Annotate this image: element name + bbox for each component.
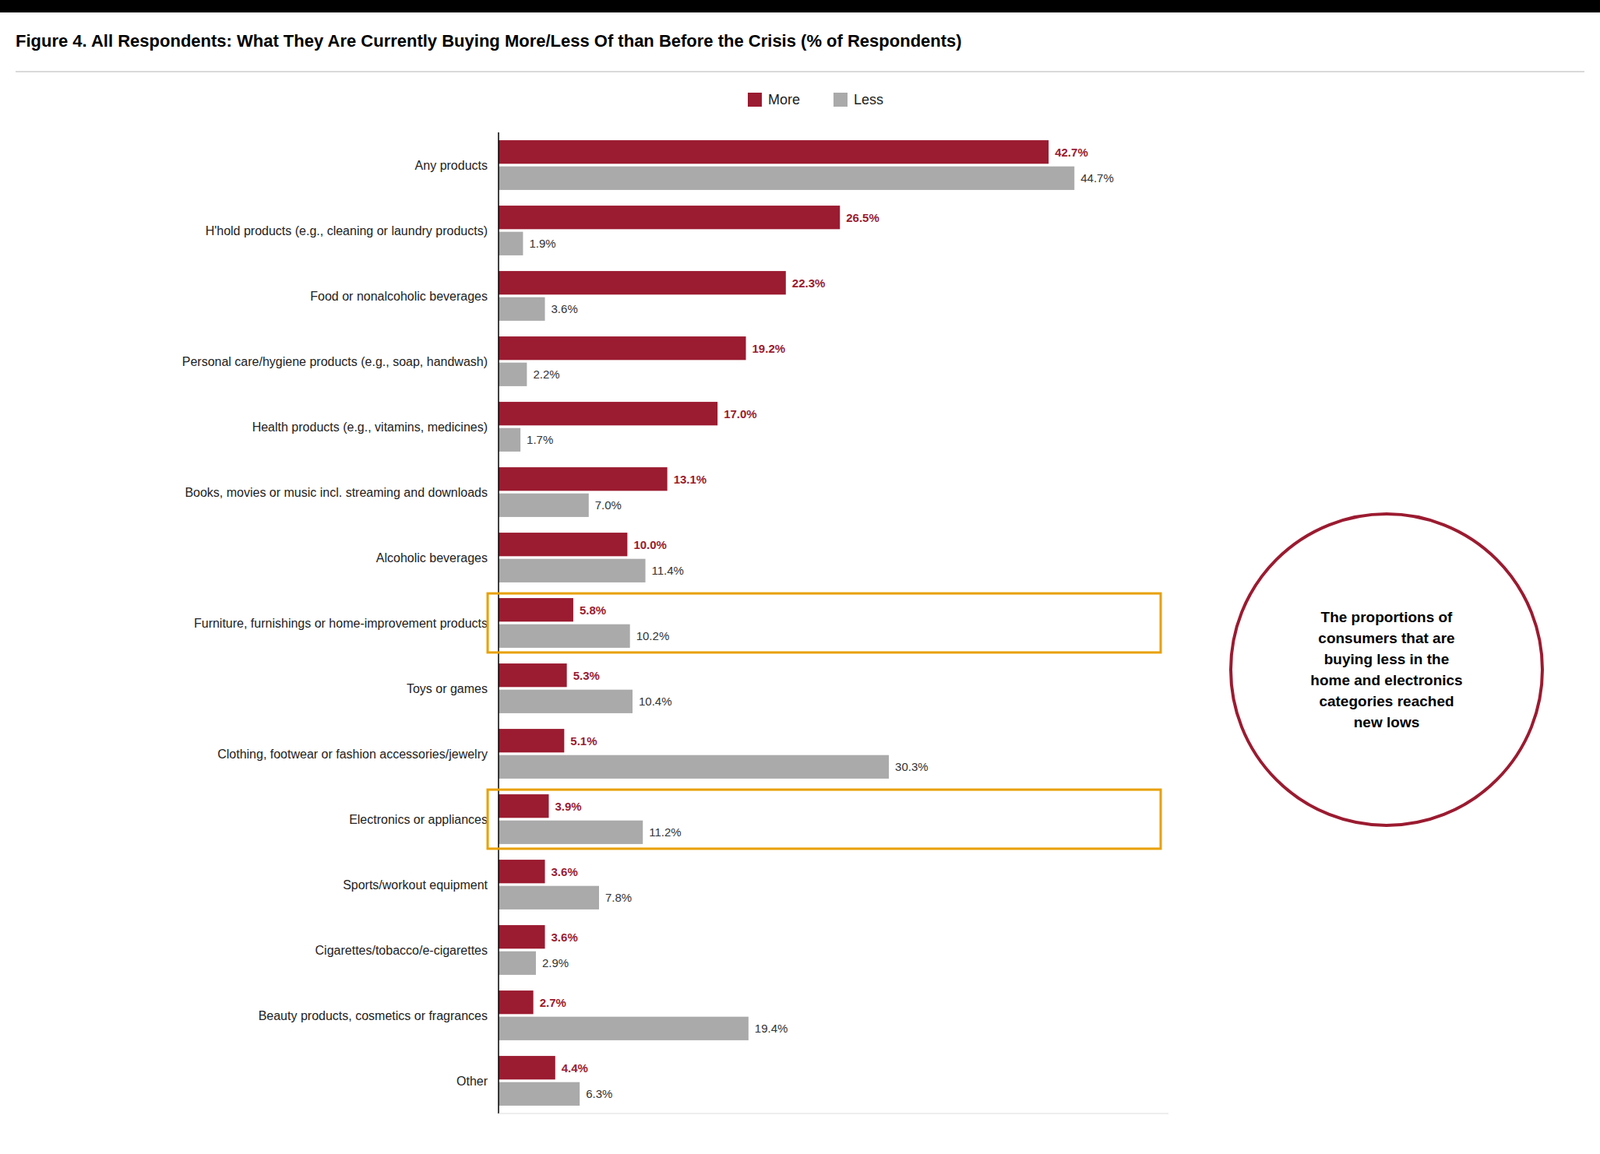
bar <box>498 559 646 583</box>
bar <box>498 794 550 818</box>
legend: More Less <box>747 91 884 108</box>
category-label: Personal care/hygiene products (e.g., so… <box>182 355 488 369</box>
data-label: 13.1% <box>673 472 708 487</box>
data-label: 30.3% <box>895 760 929 774</box>
bar <box>498 624 631 649</box>
bar <box>498 951 536 976</box>
data-label: 22.3% <box>792 276 826 290</box>
category-label: Electronics or appliances <box>348 813 488 827</box>
highlight-box <box>487 789 1161 850</box>
category-label: Furniture, furnishings or home-improveme… <box>193 616 488 631</box>
bar <box>498 493 589 518</box>
data-label: 1.9% <box>528 236 556 251</box>
data-label: 10.4% <box>638 694 673 709</box>
category-label: Cigarettes/tobacco/e-cigarettes <box>315 944 488 958</box>
legend-swatch <box>747 92 762 107</box>
bar <box>498 271 786 295</box>
top-bar <box>0 0 1600 13</box>
bar <box>498 729 564 753</box>
data-label: 10.2% <box>636 629 670 643</box>
category-label: Books, movies or music incl. streaming a… <box>184 486 488 500</box>
category-label: Clothing, footwear or fashion accessorie… <box>217 747 488 762</box>
category-label: Toys or games <box>406 682 488 696</box>
legend-label: Less <box>853 91 884 108</box>
data-label: 19.4% <box>754 1022 789 1036</box>
bar <box>498 297 546 321</box>
legend-label: More <box>768 91 800 108</box>
category-label: Health products (e.g., vitamins, medicin… <box>252 420 488 434</box>
bar <box>498 663 568 688</box>
data-label: 6.3% <box>585 1087 613 1101</box>
bar <box>498 821 643 845</box>
bar <box>498 1017 749 1041</box>
data-label: 7.8% <box>605 891 632 905</box>
bar <box>498 428 521 452</box>
data-label: 3.6% <box>551 865 578 879</box>
bar <box>498 1082 580 1107</box>
legend-swatch <box>833 92 848 107</box>
data-label: 42.7% <box>1054 145 1089 159</box>
category-label: H'hold products (e.g., cleaning or laund… <box>205 224 488 238</box>
bar <box>498 925 546 949</box>
data-label: 5.1% <box>570 734 597 748</box>
bar <box>498 755 889 779</box>
highlight-box <box>487 593 1161 653</box>
data-label: 4.4% <box>561 1061 589 1075</box>
category-label: Beauty products, cosmetics or fragrances <box>258 1009 488 1023</box>
bar <box>498 690 633 714</box>
bar <box>498 336 747 360</box>
data-label: 1.7% <box>526 433 554 447</box>
data-label: 44.7% <box>1080 171 1114 185</box>
bar <box>498 1056 556 1080</box>
bar <box>498 467 668 491</box>
data-label: 26.5% <box>845 211 880 225</box>
category-label: Alcoholic beverages <box>376 551 488 565</box>
chart: Figure 4. All Respondents: What They Are… <box>0 0 1600 1154</box>
data-label: 17.0% <box>723 407 758 421</box>
background <box>0 0 1600 1154</box>
data-label: 5.8% <box>579 603 607 617</box>
annotation-circle <box>1230 514 1543 826</box>
annotation: The proportions ofconsumers that arebuyi… <box>1310 609 1463 731</box>
data-labels: 42.7% 26.5% 22.3% 19.2% 17.0% 13.1% 10.0% 5.8% 5… <box>526 145 1114 1102</box>
y-axis-line <box>497 132 500 1114</box>
data-label: 3.9% <box>555 800 582 814</box>
x-axis-line <box>498 1113 1169 1115</box>
bar <box>498 859 546 884</box>
data-label: 5.3% <box>573 669 600 683</box>
data-label: 3.6% <box>551 930 578 945</box>
data-label: 2.7% <box>539 996 567 1010</box>
bar <box>498 232 523 256</box>
bar <box>498 140 1049 164</box>
bar <box>498 990 534 1015</box>
data-label: 3.6% <box>551 302 578 316</box>
bars <box>498 140 1075 1107</box>
bar <box>498 166 1075 191</box>
data-label: 2.9% <box>542 956 569 970</box>
bar <box>498 886 600 910</box>
bar <box>498 205 840 230</box>
data-label: 7.0% <box>595 498 622 512</box>
bar <box>498 401 718 426</box>
bar <box>498 532 628 557</box>
bar <box>498 362 527 387</box>
y-tick-labels: Any products H'hold products (e.g., clean… <box>182 158 489 1089</box>
title-rule <box>15 70 1585 73</box>
category-label: Sports/workout equipment <box>342 878 488 892</box>
data-label: 11.2% <box>648 825 681 839</box>
category-label: Other <box>456 1074 489 1089</box>
category-label: Any products <box>415 158 488 173</box>
data-label: 10.0% <box>633 538 667 552</box>
data-label: 11.4% <box>651 563 684 578</box>
category-label: Food or nonalcoholic beverages <box>310 289 488 304</box>
bar <box>498 598 574 622</box>
data-label: 2.2% <box>532 367 560 381</box>
data-label: 19.2% <box>752 341 786 356</box>
title: Figure 4. All Respondents: What They Are… <box>15 31 963 51</box>
